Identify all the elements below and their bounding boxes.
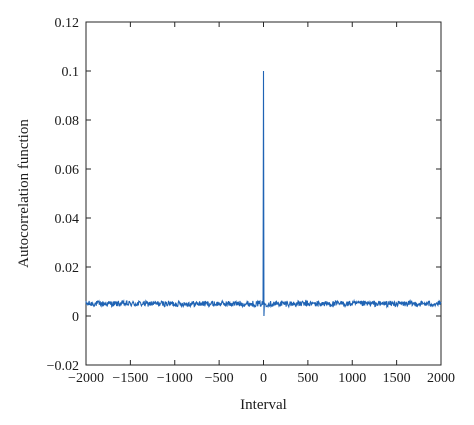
- x-tick-label: 500: [297, 371, 318, 386]
- x-axis: −2000 −1500 −1000 −500 0 500 1000 1500 2000: [68, 22, 455, 386]
- y-tick-label: 0.08: [55, 114, 80, 129]
- y-axis-label: Autocorrelation function: [16, 119, 32, 268]
- x-tick-label: −1000: [157, 371, 193, 386]
- y-tick-label: 0.06: [55, 163, 80, 178]
- y-axis: −0.02 0 0.02 0.04 0.06 0.08 0.1 0.12: [47, 16, 441, 374]
- x-tick-label: −500: [205, 371, 234, 386]
- x-tick-label: −2000: [68, 371, 104, 386]
- x-axis-label: Interval: [240, 397, 287, 413]
- y-tick-label: 0: [72, 310, 79, 325]
- x-tick-label: 1000: [338, 371, 366, 386]
- y-tick-label: 0.02: [55, 261, 80, 276]
- x-tick-label: 2000: [427, 371, 455, 386]
- x-tick-label: 0: [260, 371, 267, 386]
- x-tick-label: 1500: [383, 371, 411, 386]
- y-tick-label: 0.1: [62, 65, 80, 80]
- y-tick-label: 0.12: [55, 16, 80, 31]
- x-tick-label: −1500: [112, 371, 148, 386]
- y-tick-label: −0.02: [47, 359, 79, 374]
- y-tick-label: 0.04: [55, 212, 80, 227]
- autocorrelation-series-line: [85, 70, 442, 317]
